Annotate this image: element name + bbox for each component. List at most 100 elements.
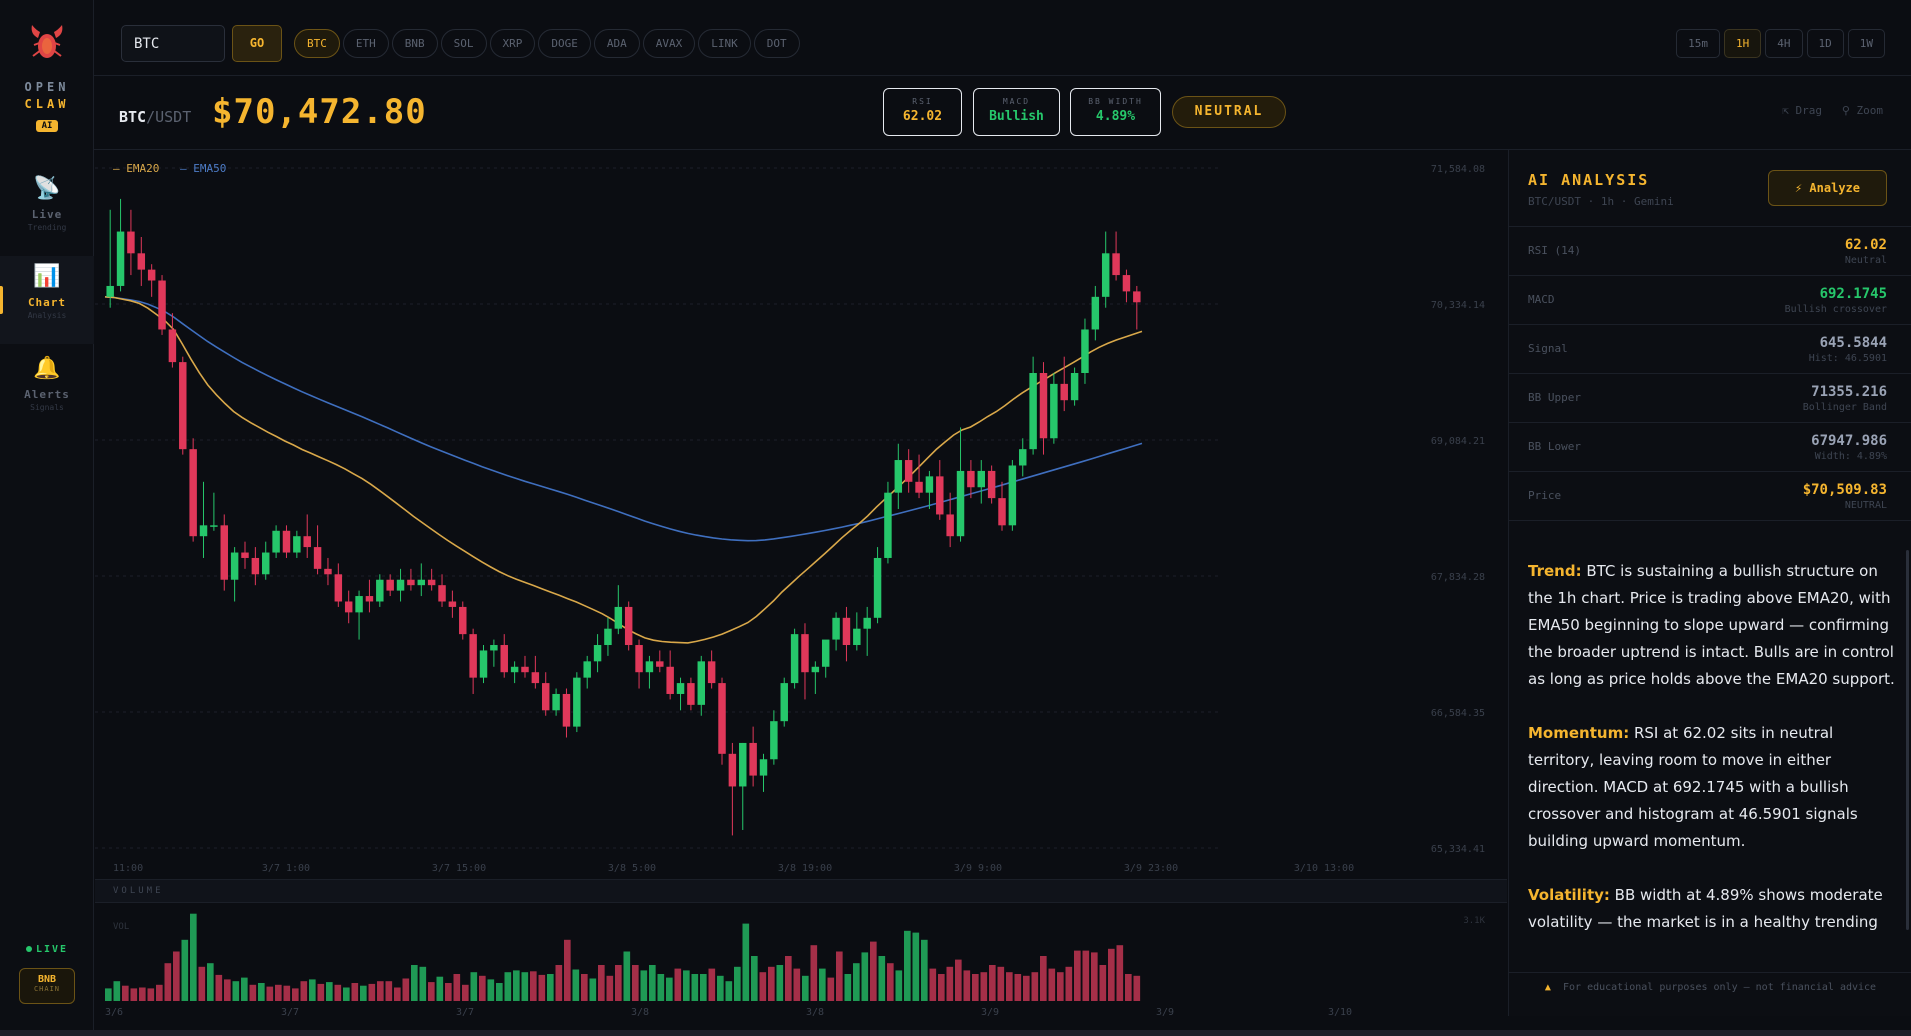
volume-bar	[963, 970, 971, 1001]
candle	[987, 465, 996, 504]
analysis-body: RSI at 62.02 sits in neutral territory, …	[1528, 724, 1858, 850]
volume-bar	[640, 970, 648, 1001]
candle	[552, 688, 560, 716]
coin-pill-ada[interactable]: ADA	[593, 29, 640, 58]
chain-badge[interactable]: BNB CHAIN	[19, 968, 75, 1004]
candle-body	[967, 470, 975, 488]
volume-bar	[377, 981, 384, 1001]
timeframe-1w[interactable]: 1W	[1847, 29, 1885, 58]
y-tick-label: 69,084.21	[1431, 436, 1485, 447]
x-tick-label: 3/9 23:00	[1124, 863, 1178, 874]
go-button[interactable]: GO	[232, 25, 282, 62]
ema20-line	[104, 296, 1143, 644]
volume-bar	[1108, 948, 1115, 1001]
coin-pill-link[interactable]: LINK	[698, 29, 751, 58]
sidebar-item-alerts[interactable]: 🔔 Alerts Signals	[0, 348, 94, 436]
candle	[521, 655, 529, 678]
metric-value: $70,509.83	[1802, 482, 1887, 498]
chain-label: BNB	[37, 974, 57, 985]
legend-ema20-label: EMA20	[126, 162, 160, 175]
metric-row: Signal 645.5844 Hist: 46.5901	[1509, 325, 1911, 374]
metric-label: MACD	[1528, 293, 1555, 306]
logo[interactable]: OPEN CLAW AI	[0, 20, 94, 132]
coin-pill-eth[interactable]: ETH	[342, 29, 389, 58]
candle	[344, 590, 353, 624]
analyze-button[interactable]: ⚡ Analyze	[1768, 170, 1887, 206]
coin-pill-dot[interactable]: DOT	[753, 29, 800, 58]
candle-body	[324, 568, 332, 575]
volume-bar	[164, 963, 172, 1001]
price-header: BTC/USDT $70,472.80 RSI 62.02 MACD Bulli…	[94, 76, 1911, 150]
candle-body	[583, 661, 591, 678]
x-tick-label: 3/7 1:00	[262, 863, 310, 874]
candle-body	[676, 683, 685, 694]
candle	[469, 628, 477, 694]
candle	[593, 634, 602, 673]
candle-body	[168, 329, 177, 363]
candle	[873, 547, 882, 624]
candle-body	[147, 269, 156, 281]
volume-bar	[649, 965, 656, 1001]
symbol-input[interactable]	[121, 25, 225, 62]
candle-body	[884, 492, 892, 558]
volume-bar	[632, 965, 639, 1001]
candle-body	[936, 476, 944, 515]
coin-pill-avax[interactable]: AVAX	[642, 29, 696, 58]
candle	[448, 590, 457, 618]
candle	[780, 677, 788, 727]
candle-body	[728, 753, 737, 787]
volume-bar	[258, 983, 265, 1001]
y-tick-label: 65,334.41	[1431, 844, 1485, 855]
metric-sublabel: Bullish crossover	[1784, 304, 1887, 315]
candle	[407, 568, 415, 591]
candle	[396, 568, 405, 602]
candle-body	[459, 606, 467, 635]
candle-body	[293, 536, 301, 553]
coin-pill-btc[interactable]: BTC	[294, 29, 340, 58]
volume-max-label: 3.1K	[1463, 916, 1485, 926]
volume-bar	[334, 984, 342, 1001]
volume-bar	[453, 974, 461, 1001]
candle-body	[127, 231, 135, 254]
rsi-indicator: RSI 62.02	[883, 88, 962, 136]
bb-width-indicator: BB WIDTH 4.89%	[1070, 88, 1161, 136]
coin-pill-bnb[interactable]: BNB	[391, 29, 438, 58]
candle	[562, 688, 571, 738]
metric-row: RSI (14) 62.02 Neutral	[1509, 227, 1911, 276]
candle	[1070, 367, 1079, 406]
candle-body	[158, 280, 166, 330]
candle	[230, 547, 239, 602]
candle	[1029, 356, 1037, 455]
coin-pill-doge[interactable]: DOGE	[538, 29, 591, 58]
volume-bar	[147, 988, 155, 1001]
candle-body	[189, 449, 197, 537]
volume-bar	[802, 975, 809, 1001]
candle-body	[438, 585, 446, 602]
volume-bar	[402, 978, 410, 1001]
timeframe-1d[interactable]: 1D	[1806, 29, 1844, 58]
timeframe-4h[interactable]: 4H	[1765, 29, 1803, 58]
volume-x-tick-label: 3/8	[631, 1007, 649, 1018]
volume-bar	[292, 988, 299, 1001]
volume-bar	[1031, 972, 1039, 1001]
timeframe-1h[interactable]: 1H	[1724, 29, 1762, 58]
analysis-scrollbar[interactable]	[1906, 550, 1909, 930]
candle	[728, 742, 737, 836]
timeframe-15m[interactable]: 15m	[1676, 29, 1720, 58]
price-chart[interactable]: — EMA20 — EMA50 71,584.08 70,334.14 69,084…	[95, 150, 1507, 878]
candle	[262, 541, 270, 580]
candle-body	[998, 498, 1006, 526]
sidebar-item-chart[interactable]: 📊 Chart Analysis	[0, 256, 94, 344]
analysis-paragraph: Trend: BTC is sustaining a bullish struc…	[1528, 558, 1898, 693]
chain-sublabel: CHAIN	[33, 985, 61, 993]
candle	[272, 525, 280, 558]
x-tick-label: 3/10 13:00	[1294, 863, 1354, 874]
candle	[365, 579, 374, 613]
coin-pill-xrp[interactable]: XRP	[489, 29, 536, 58]
candlestick-chart-svg[interactable]: 71,584.08 70,334.14 69,084.21 67,834.28 66,5…	[95, 150, 1507, 878]
volume-bar	[734, 966, 741, 1001]
sidebar-item-live[interactable]: 📡 Live Trending	[0, 168, 94, 256]
sidebar-item-label: Alerts	[24, 388, 70, 401]
coin-pill-sol[interactable]: SOL	[440, 29, 487, 58]
metric-sublabel: Bollinger Band	[1802, 402, 1887, 413]
